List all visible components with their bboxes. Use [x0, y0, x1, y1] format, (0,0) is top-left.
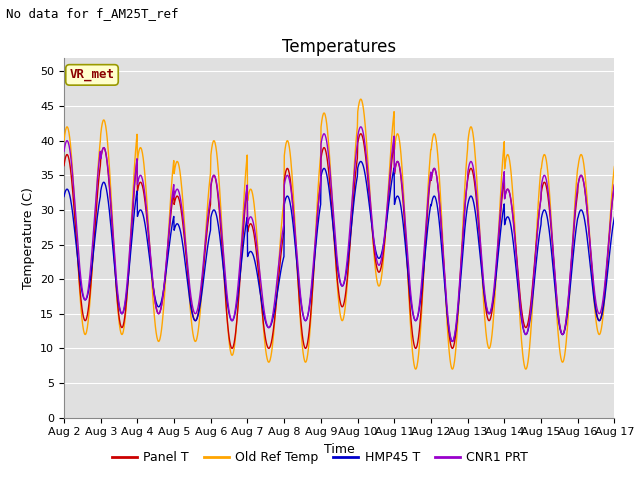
Text: No data for f_AM25T_ref: No data for f_AM25T_ref	[6, 7, 179, 20]
Text: VR_met: VR_met	[70, 68, 115, 82]
Legend: Panel T, Old Ref Temp, HMP45 T, CNR1 PRT: Panel T, Old Ref Temp, HMP45 T, CNR1 PRT	[107, 446, 533, 469]
Title: Temperatures: Temperatures	[282, 38, 396, 56]
Y-axis label: Temperature (C): Temperature (C)	[22, 187, 35, 288]
X-axis label: Time: Time	[324, 443, 355, 456]
